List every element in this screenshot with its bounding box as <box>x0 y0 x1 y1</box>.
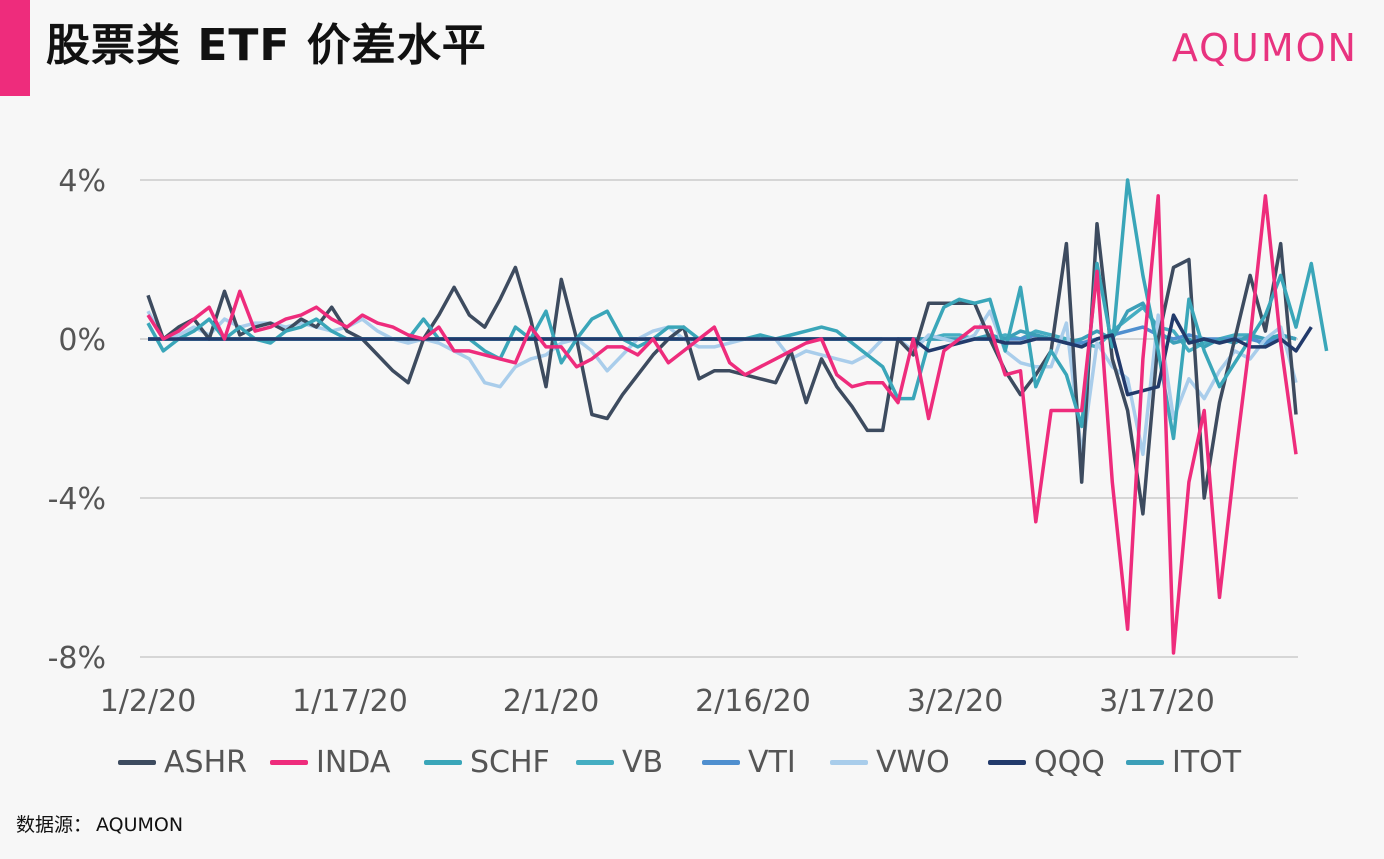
legend-item-qqq: QQQ <box>988 740 1105 784</box>
source-value: AQUMON <box>96 814 184 836</box>
legend-swatch <box>576 759 614 765</box>
series-line-qqq <box>148 313 1313 397</box>
legend-item-vti: VTI <box>702 740 796 784</box>
series-line-ashr <box>146 221 1298 516</box>
chart-title: 股票类 ETF 价差水平 <box>46 20 487 71</box>
legend-label: VTI <box>748 744 796 780</box>
legend-swatch <box>270 759 308 765</box>
title-accent-bar <box>0 0 30 96</box>
y-tick-label: -4% <box>48 482 106 517</box>
x-tick-label: 3/17/20 <box>1099 684 1215 719</box>
legend-item-inda: INDA <box>270 740 390 784</box>
legend-swatch <box>118 759 156 765</box>
legend-swatch <box>988 759 1026 765</box>
legend-label: VB <box>622 744 664 780</box>
source-label: 数据源： <box>16 814 93 836</box>
series-lines <box>146 178 1329 655</box>
y-tick-label: -8% <box>48 641 106 676</box>
legend-swatch <box>424 759 462 765</box>
series-line-inda <box>146 194 1298 655</box>
legend-item-itot: ITOT <box>1126 740 1241 784</box>
legend-item-schf: SCHF <box>424 740 550 784</box>
y-tick-label: 0% <box>58 323 106 358</box>
x-tick-label: 1/17/20 <box>292 684 408 719</box>
x-tick-label: 2/1/20 <box>503 684 600 719</box>
legend-item-vwo: VWO <box>830 740 950 784</box>
legend-swatch <box>702 759 740 765</box>
x-tick-label: 2/16/20 <box>695 684 811 719</box>
legend-swatch <box>1126 759 1164 765</box>
legend-label: VWO <box>876 744 950 780</box>
legend-swatch <box>830 759 868 765</box>
x-tick-label: 3/2/20 <box>907 684 1004 719</box>
source-note: 数据源： AQUMON <box>16 812 187 838</box>
legend: ASHR INDA SCHF VB VTI VWO QQQ ITOT <box>118 740 1298 784</box>
legend-item-ashr: ASHR <box>118 740 247 784</box>
y-axis-ticks: 4% 0% -4% -8% <box>48 164 106 676</box>
legend-item-vb: VB <box>576 740 663 784</box>
legend-label: ITOT <box>1172 744 1242 780</box>
legend-label: QQQ <box>1034 744 1105 780</box>
legend-label: ASHR <box>164 744 247 780</box>
legend-label: SCHF <box>470 744 550 780</box>
y-tick-label: 4% <box>58 164 106 199</box>
x-tick-label: 1/2/20 <box>100 684 197 719</box>
legend-label: INDA <box>316 744 391 780</box>
x-axis-ticks: 1/2/20 1/17/20 2/1/20 2/16/20 3/2/20 3/17/20 <box>100 684 1215 719</box>
brand-logo: AQUMON <box>1171 26 1358 70</box>
